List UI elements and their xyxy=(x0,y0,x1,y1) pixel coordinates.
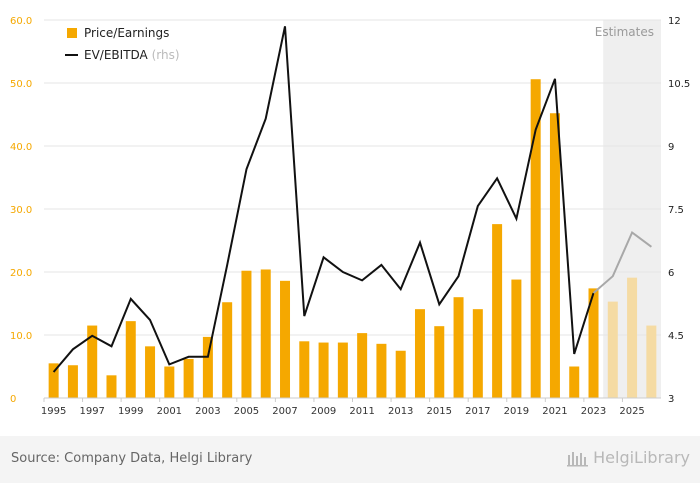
bar-price-earnings xyxy=(549,113,560,399)
bar-price-earnings xyxy=(106,375,117,398)
bar-price-earnings xyxy=(125,321,136,398)
bar-price-earnings xyxy=(395,350,406,398)
y-right-tick-label: 9 xyxy=(668,142,674,153)
y-left-tick-label: 50.0 xyxy=(10,79,32,90)
bar-price-earnings xyxy=(607,301,618,398)
bar-price-earnings xyxy=(511,279,522,398)
bar-price-earnings xyxy=(241,270,252,398)
x-tick-label: 2025 xyxy=(619,406,644,417)
x-tick-label: 2005 xyxy=(234,406,259,417)
bar-price-earnings xyxy=(492,224,503,398)
bar-price-earnings xyxy=(202,336,213,398)
x-tick-label: 2019 xyxy=(504,406,529,417)
x-tick-label: 2017 xyxy=(465,406,490,417)
legend-swatch-price-earnings xyxy=(67,28,77,38)
bar-price-earnings xyxy=(48,363,59,398)
bar-price-earnings xyxy=(569,366,580,398)
bar-price-earnings xyxy=(164,366,175,398)
y-right-tick-label: 6 xyxy=(668,268,674,279)
y-right-tick-label: 3 xyxy=(668,394,674,405)
legend-label-price-earnings: Price/Earnings xyxy=(84,26,169,40)
y-right-tick-label: 4.5 xyxy=(668,331,684,342)
bar-price-earnings xyxy=(222,302,233,398)
bar-price-earnings xyxy=(337,342,348,398)
y-right-tick-label: 7.5 xyxy=(668,205,684,216)
y-right-tick-label: 10.5 xyxy=(668,79,690,90)
x-tick-label: 2023 xyxy=(581,406,606,417)
x-tick-label: 1999 xyxy=(118,406,143,417)
x-tick-label: 1997 xyxy=(79,406,104,417)
x-tick-label: 2015 xyxy=(427,406,452,417)
bar-price-earnings xyxy=(183,358,194,398)
x-tick-label: 2013 xyxy=(388,406,413,417)
line-ev-ebitda xyxy=(52,26,595,373)
y-left-tick-label: 40.0 xyxy=(10,142,32,153)
estimates-label: Estimates xyxy=(595,25,654,39)
bar-price-earnings xyxy=(588,288,599,398)
line-ev-ebitda-estimate xyxy=(592,230,652,294)
x-tick-label: 2011 xyxy=(349,406,374,417)
bar-price-earnings xyxy=(376,343,387,398)
bar-price-earnings xyxy=(357,333,368,398)
bar-price-earnings xyxy=(67,365,78,398)
bar-price-earnings xyxy=(318,342,329,398)
x-tick-label: 2021 xyxy=(542,406,567,417)
bar-price-earnings xyxy=(472,309,483,398)
bar-price-earnings xyxy=(627,277,638,398)
x-tick-label: 2009 xyxy=(311,406,336,417)
legend-label-ev-ebitda: EV/EBITDA (rhs) xyxy=(84,48,180,62)
y-left-tick-label: 60.0 xyxy=(10,16,32,27)
library-icon xyxy=(567,451,589,466)
chart-svg: 0 10.0 20.0 30.0 40.0 50.0 60.0 3 4.5 6 7.5 9 10.5 12… xyxy=(10,16,690,417)
bar-price-earnings xyxy=(414,309,425,398)
bar-price-earnings xyxy=(646,325,657,398)
x-tick-label: 2007 xyxy=(272,406,297,417)
bar-price-earnings xyxy=(530,79,541,398)
y-right-tick-label: 12 xyxy=(668,16,681,27)
y-left-tick-label: 20.0 xyxy=(10,268,32,279)
legend-rhs-suffix: (rhs) xyxy=(152,48,180,62)
footer: Source: Company Data, Helgi Library Helg… xyxy=(0,436,700,483)
bar-price-earnings xyxy=(145,346,156,398)
bar-price-earnings xyxy=(260,269,271,398)
x-tick-label: 2003 xyxy=(195,406,220,417)
source-note: Source: Company Data, Helgi Library xyxy=(11,451,253,466)
helgi-library-logo: HelgiLibrary xyxy=(567,448,690,467)
y-left-tick-label: 0 xyxy=(10,394,16,405)
bar-price-earnings xyxy=(453,297,464,398)
brand-name: HelgiLibrary xyxy=(593,448,690,467)
bar-price-earnings xyxy=(87,325,98,398)
y-left-tick-label: 10.0 xyxy=(10,331,32,342)
bar-price-earnings xyxy=(299,341,310,398)
x-tick-label: 2001 xyxy=(157,406,182,417)
y-left-tick-label: 30.0 xyxy=(10,205,32,216)
bar-price-earnings xyxy=(280,280,291,398)
bar-price-earnings xyxy=(434,326,445,398)
x-tick-label: 1995 xyxy=(41,406,66,417)
